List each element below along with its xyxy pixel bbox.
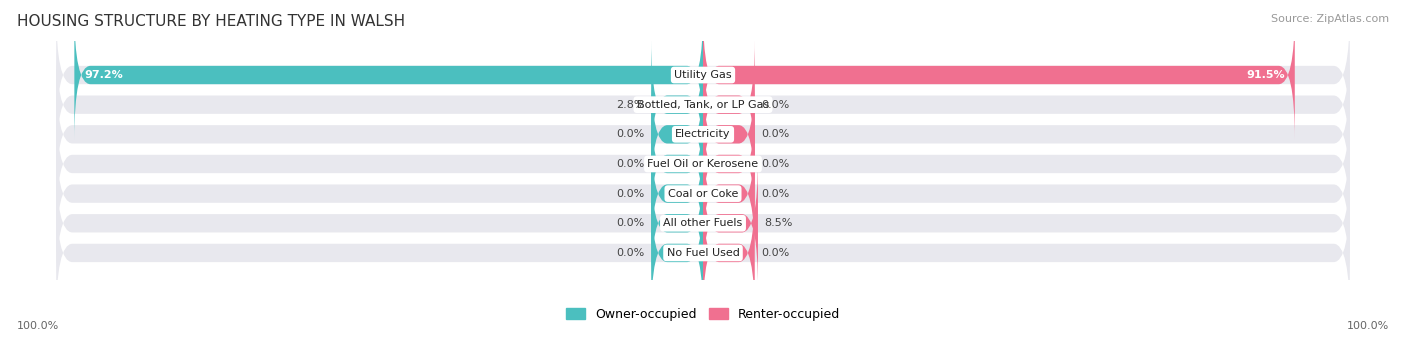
FancyBboxPatch shape bbox=[703, 99, 755, 229]
Text: 0.0%: 0.0% bbox=[617, 189, 645, 198]
Text: 0.0%: 0.0% bbox=[617, 218, 645, 228]
FancyBboxPatch shape bbox=[56, 99, 1350, 229]
Text: 100.0%: 100.0% bbox=[17, 321, 59, 331]
FancyBboxPatch shape bbox=[56, 129, 1350, 258]
Text: HOUSING STRUCTURE BY HEATING TYPE IN WALSH: HOUSING STRUCTURE BY HEATING TYPE IN WAL… bbox=[17, 14, 405, 29]
Text: Bottled, Tank, or LP Gas: Bottled, Tank, or LP Gas bbox=[637, 100, 769, 110]
Text: 0.0%: 0.0% bbox=[617, 159, 645, 169]
FancyBboxPatch shape bbox=[651, 188, 703, 318]
Text: 0.0%: 0.0% bbox=[761, 189, 789, 198]
Text: 2.8%: 2.8% bbox=[616, 100, 645, 110]
Text: 0.0%: 0.0% bbox=[617, 129, 645, 139]
Text: Electricity: Electricity bbox=[675, 129, 731, 139]
FancyBboxPatch shape bbox=[651, 40, 703, 169]
Text: 0.0%: 0.0% bbox=[761, 129, 789, 139]
Text: 91.5%: 91.5% bbox=[1247, 70, 1285, 80]
Text: Coal or Coke: Coal or Coke bbox=[668, 189, 738, 198]
FancyBboxPatch shape bbox=[703, 40, 755, 169]
FancyBboxPatch shape bbox=[75, 10, 703, 140]
FancyBboxPatch shape bbox=[56, 40, 1350, 169]
Text: No Fuel Used: No Fuel Used bbox=[666, 248, 740, 258]
FancyBboxPatch shape bbox=[56, 10, 1350, 140]
Legend: Owner-occupied, Renter-occupied: Owner-occupied, Renter-occupied bbox=[561, 303, 845, 326]
FancyBboxPatch shape bbox=[651, 99, 703, 229]
FancyBboxPatch shape bbox=[651, 158, 703, 288]
Text: Source: ZipAtlas.com: Source: ZipAtlas.com bbox=[1271, 14, 1389, 24]
FancyBboxPatch shape bbox=[56, 158, 1350, 288]
Text: 0.0%: 0.0% bbox=[761, 159, 789, 169]
Text: Utility Gas: Utility Gas bbox=[675, 70, 731, 80]
Text: 100.0%: 100.0% bbox=[1347, 321, 1389, 331]
FancyBboxPatch shape bbox=[703, 158, 758, 288]
FancyBboxPatch shape bbox=[56, 188, 1350, 318]
Text: 0.0%: 0.0% bbox=[761, 100, 789, 110]
FancyBboxPatch shape bbox=[703, 188, 755, 318]
Text: Fuel Oil or Kerosene: Fuel Oil or Kerosene bbox=[647, 159, 759, 169]
FancyBboxPatch shape bbox=[651, 69, 703, 199]
Text: 0.0%: 0.0% bbox=[617, 248, 645, 258]
Text: 0.0%: 0.0% bbox=[761, 248, 789, 258]
FancyBboxPatch shape bbox=[651, 129, 703, 258]
Text: 97.2%: 97.2% bbox=[84, 70, 122, 80]
Text: All other Fuels: All other Fuels bbox=[664, 218, 742, 228]
FancyBboxPatch shape bbox=[56, 69, 1350, 199]
Text: 8.5%: 8.5% bbox=[765, 218, 793, 228]
FancyBboxPatch shape bbox=[703, 129, 755, 258]
FancyBboxPatch shape bbox=[703, 10, 1295, 140]
FancyBboxPatch shape bbox=[703, 69, 755, 199]
